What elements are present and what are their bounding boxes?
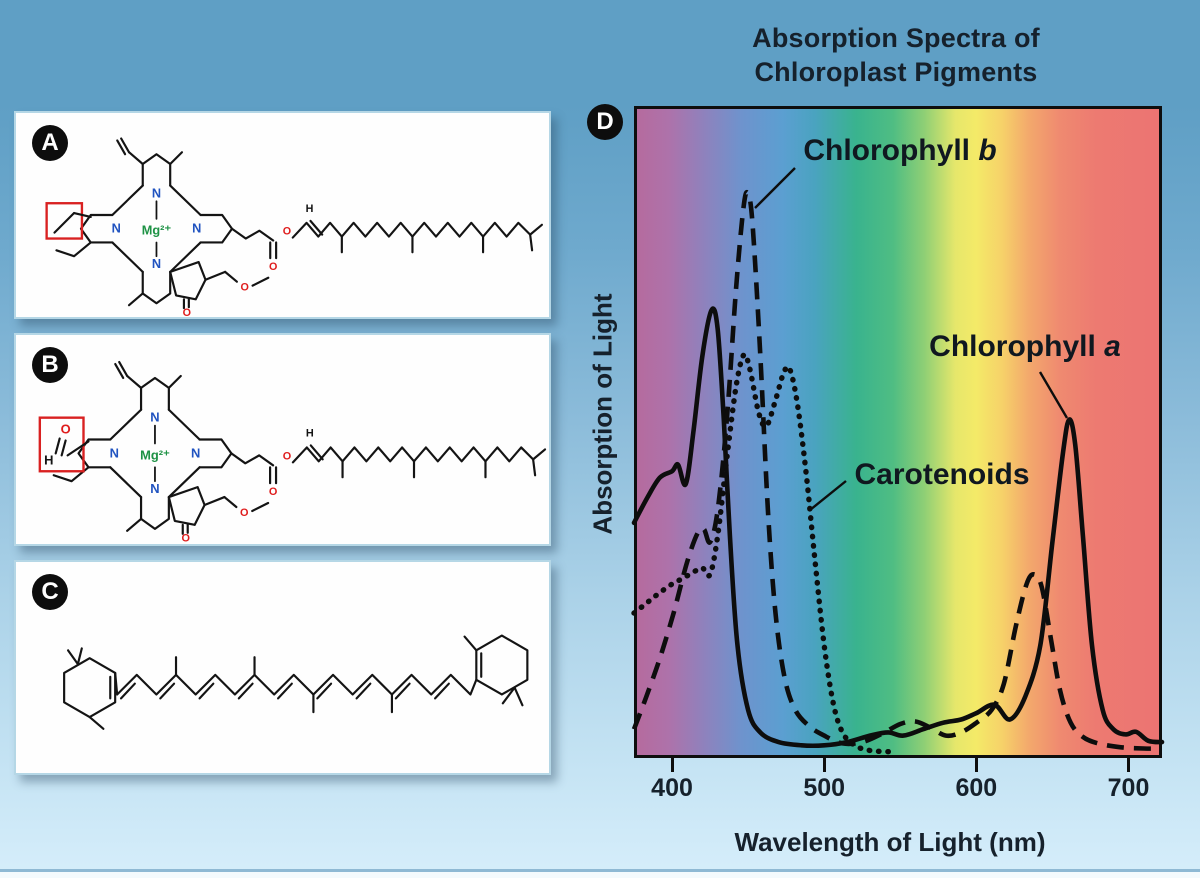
n-atom-left: N <box>112 221 121 236</box>
panel-a-badge-letter: A <box>41 129 59 156</box>
annotation-leader-line <box>809 480 847 511</box>
annotation-leader-line <box>754 167 796 209</box>
n-atom-top: N <box>152 185 161 200</box>
ester-o-atom: O <box>241 282 249 294</box>
x-axis-tick-label: 600 <box>955 774 998 802</box>
annotation-text: Chlorophyll <box>803 134 979 167</box>
figure-title: Absorption Spectra of Chloroplast Pigmen… <box>752 23 1040 87</box>
y-axis-title: Absorption of Light <box>587 293 618 535</box>
annotation-carotenoids: Carotenoids <box>854 458 1029 492</box>
panel-a-badge: A <box>32 125 68 161</box>
bottom-edge-line <box>0 869 1200 872</box>
annotation-text: Carotenoids <box>854 458 1030 491</box>
annotation-text: Chlorophyll <box>929 330 1105 363</box>
curve-chlorophyll-a <box>631 306 1165 749</box>
panel-b-badge-letter: B <box>41 351 59 378</box>
carbonyl-o-atom: O <box>183 307 191 317</box>
chlorophyll-b-structure-drawing: O H O O O O H N N <box>38 360 547 544</box>
x-axis-tick-label: 700 <box>1107 774 1150 802</box>
carbonyl-o-atom: O <box>181 533 190 544</box>
x-axis-tick-mark <box>974 758 978 772</box>
x-axis-tick-mark <box>822 758 826 772</box>
chlorophyll-a-structure-drawing: O O O O H N N N N Mg²⁺ <box>45 137 543 317</box>
tail-h-atom: H <box>306 428 314 440</box>
panel-c-carotenoid-structure: C <box>14 560 551 775</box>
panel-b-badge: B <box>32 347 68 383</box>
panel-d-badge-letter: D <box>596 108 614 135</box>
methyl-highlight-box <box>45 202 84 240</box>
mg-ion-label: Mg²⁺ <box>140 447 170 462</box>
tail-ester-o-atom: O <box>283 226 291 238</box>
tail-carbonyl-o-atom: O <box>269 261 277 273</box>
panel-a-chlorophyll-a-structure: A <box>14 111 551 319</box>
x-axis-tick-label: 500 <box>803 774 846 802</box>
tail-ester-o-atom: O <box>283 450 292 462</box>
x-axis-title: Wavelength of Light (nm) <box>734 827 1046 857</box>
bottom-edge-strip <box>0 872 1200 878</box>
annotation-chlorophyll-a: Chlorophyll a <box>929 330 1121 364</box>
x-axis-tick-mark <box>1127 758 1131 772</box>
n-atom-bottom: N <box>152 256 161 271</box>
mg-ion-label: Mg²⁺ <box>142 223 172 238</box>
annotation-leader-line <box>1038 371 1069 419</box>
annotation-chlorophyll-b: Chlorophyll b <box>803 134 996 168</box>
spectra-curves <box>631 167 1165 755</box>
n-atom-top: N <box>150 410 159 425</box>
carotenoid-structure-drawing <box>63 634 529 730</box>
panel-b-chlorophyll-b-structure: B O H <box>14 333 551 546</box>
panel-d-badge: D <box>587 104 623 140</box>
annotation-italic-suffix: b <box>978 134 997 167</box>
curve-chlorophyll-b <box>631 189 1163 751</box>
n-atom-left: N <box>110 445 119 460</box>
x-axis-tick-label: 400 <box>651 774 693 802</box>
n-atom-right: N <box>191 445 200 460</box>
aldehyde-h-atom: H <box>44 452 53 467</box>
aldehyde-o-atom: O <box>61 422 71 437</box>
n-atom-bottom: N <box>150 481 159 496</box>
tail-h-atom: H <box>306 203 314 215</box>
annotation-italic-suffix: a <box>1104 330 1121 363</box>
ester-o-atom: O <box>240 507 249 519</box>
panel-c-badge-letter: C <box>41 578 59 605</box>
n-atom-right: N <box>192 221 201 236</box>
panel-c-badge: C <box>32 574 68 610</box>
curve-carotenoids <box>631 351 896 755</box>
tail-carbonyl-o-atom: O <box>269 486 278 498</box>
x-axis-tick-mark <box>670 758 674 772</box>
absorption-spectra-chart: Chlorophyll b Chlorophyll a Carotenoids 400… <box>631 106 1165 802</box>
